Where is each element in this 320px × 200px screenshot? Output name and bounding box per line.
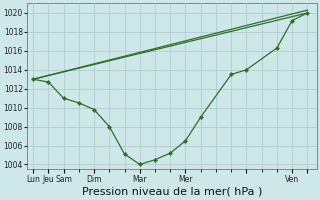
X-axis label: Pression niveau de la mer( hPa ): Pression niveau de la mer( hPa ) xyxy=(82,187,262,197)
